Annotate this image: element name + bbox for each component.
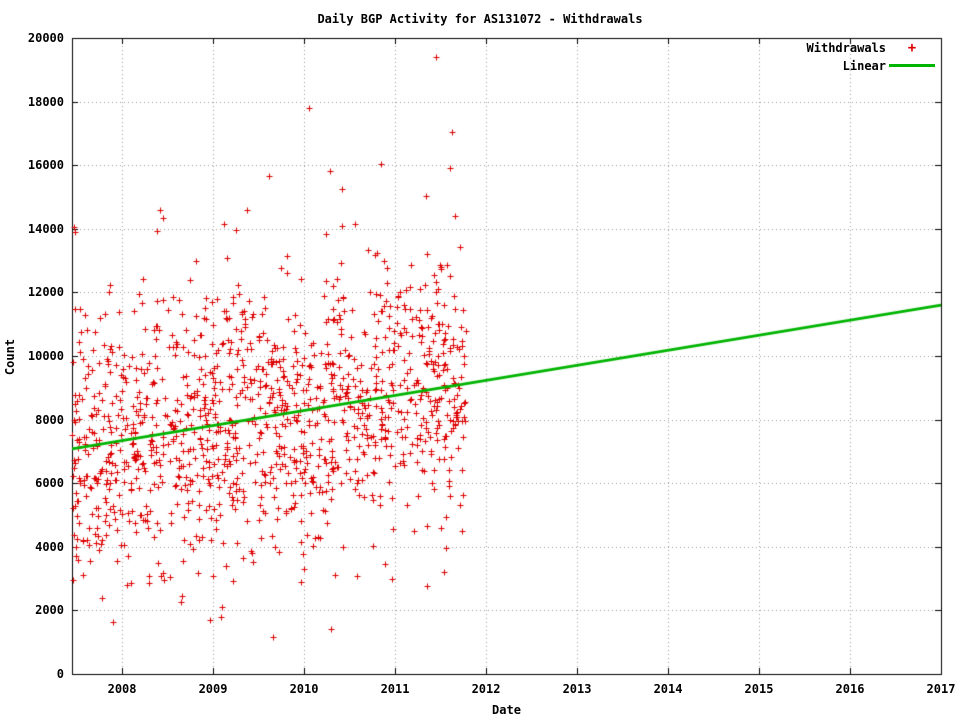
x-tick-label: 2008: [107, 682, 137, 696]
x-axis-label: Date: [492, 703, 521, 717]
x-tick-label: 2010: [289, 682, 319, 696]
x-tick-label: 2016: [835, 682, 865, 696]
y-tick-label: 2000: [35, 603, 64, 618]
x-tick-label: 2012: [471, 682, 501, 696]
y-tick-label: 14000: [27, 221, 64, 236]
legend-label: Linear: [842, 58, 886, 73]
legend-label: Withdrawals: [806, 40, 886, 55]
y-axis-label: Count: [3, 338, 17, 376]
chart-title: Daily BGP Activity for AS131072 - Withdr…: [317, 12, 643, 26]
x-tick-label: 2014: [653, 682, 683, 696]
y-tick-label: 20000: [27, 31, 64, 45]
plus-marker-icon: +: [886, 39, 938, 56]
y-tick-label: 10000: [27, 349, 64, 363]
x-tick-label: 2015: [744, 682, 774, 696]
legend-entry: Withdrawals +: [807, 40, 938, 55]
plus-marker-icon: +: [907, 39, 917, 56]
legend: Withdrawals + Linear: [807, 40, 938, 73]
y-tick-label: 12000: [27, 285, 64, 300]
y-tick-label: 18000: [27, 94, 64, 109]
line-marker-icon: [886, 64, 938, 67]
y-tick-label: 0: [56, 667, 64, 681]
line-marker-icon: [889, 64, 935, 67]
x-tick-label: 2009: [198, 682, 228, 696]
y-tick-label: 8000: [35, 412, 64, 427]
y-tick-label: 16000: [27, 158, 64, 173]
y-tick-label: 6000: [35, 476, 64, 491]
x-tick-label: 2011: [380, 682, 410, 696]
legend-entry: Linear: [807, 58, 938, 73]
x-tick-label: 2013: [562, 682, 592, 696]
y-tick-label: 4000: [35, 539, 64, 554]
x-tick-label: 2017: [926, 682, 956, 696]
